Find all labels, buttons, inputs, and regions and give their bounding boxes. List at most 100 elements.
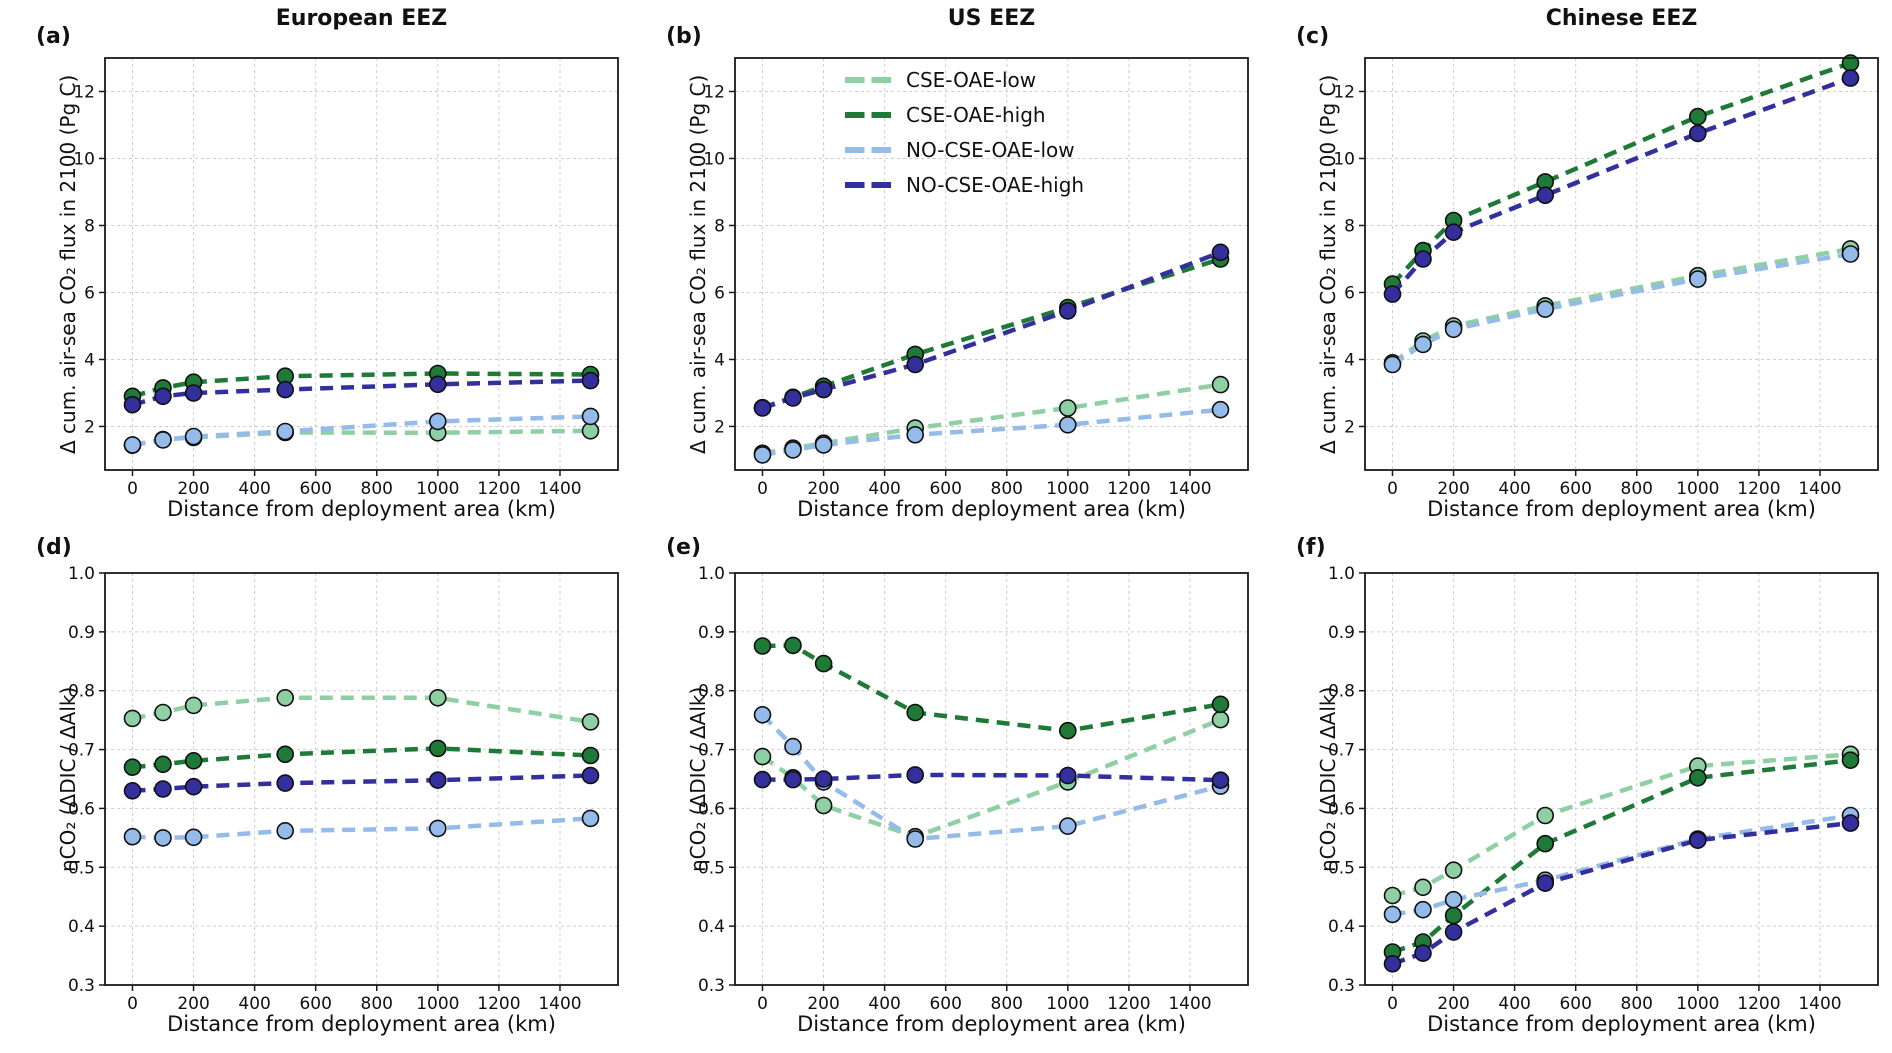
svg-text:200: 200 — [177, 994, 209, 1014]
chart-canvas-f: 0 200 400 600 800 1000 1200 1400 0.3 0.4 0.5 0.6 0.7… — [1328, 564, 1879, 1014]
svg-text:1000: 1000 — [1676, 479, 1719, 499]
svg-text:1200: 1200 — [1737, 994, 1780, 1014]
panel-letter-c: (c) — [1296, 24, 1330, 49]
x-axis-label: Distance from deployment area (km) — [167, 1012, 556, 1036]
svg-text:1200: 1200 — [477, 994, 520, 1014]
svg-text:0.7: 0.7 — [68, 741, 95, 761]
chart-canvas-e: 0 200 400 600 800 1000 1200 1400 0.3 0.4 0.5 0.6 0.7… — [698, 564, 1249, 1014]
svg-text:1400: 1400 — [1168, 479, 1211, 499]
svg-text:0.3: 0.3 — [1328, 976, 1355, 996]
svg-text:1400: 1400 — [538, 479, 581, 499]
svg-text:12: 12 — [1333, 82, 1355, 102]
svg-text:4: 4 — [1344, 350, 1355, 370]
column-title-us-eez: US EEZ — [947, 6, 1036, 31]
svg-text:800: 800 — [361, 994, 393, 1014]
svg-text:0: 0 — [757, 994, 768, 1014]
legend-label: CSE-OAE-low — [906, 68, 1037, 92]
svg-text:1000: 1000 — [1046, 994, 1089, 1014]
svg-text:1.0: 1.0 — [1328, 564, 1355, 584]
svg-text:400: 400 — [868, 479, 900, 499]
svg-text:8: 8 — [84, 216, 95, 236]
legend-label: NO-CSE-OAE-high — [906, 173, 1085, 197]
legend-item-cse-oae-high: CSE-OAE-high — [845, 103, 1084, 127]
x-axis-label: Distance from deployment area (km) — [797, 497, 1186, 521]
legend-item-cse-oae-low: CSE-OAE-low — [845, 68, 1084, 92]
svg-text:1.0: 1.0 — [68, 564, 95, 584]
svg-text:0.3: 0.3 — [698, 976, 725, 996]
svg-text:600: 600 — [299, 479, 331, 499]
panel-c: Chinese EEZ (c) Δ cum. air-sea CO₂ flux … — [1270, 0, 1890, 527]
svg-text:800: 800 — [991, 479, 1023, 499]
panel-a: European EEZ (a) Δ cum. air-sea CO₂ flux… — [10, 0, 630, 527]
legend-dash-swatch-navy — [845, 182, 891, 188]
svg-text:2: 2 — [1344, 417, 1355, 437]
panel-f: (f) ηCO₂ (ΔDIC / ΔAlk) 0 200 400 600 800 1000… — [1270, 527, 1890, 1053]
column-title-european-eez: European EEZ — [275, 6, 448, 31]
svg-text:8: 8 — [714, 216, 725, 236]
panel-letter-b: (b) — [666, 24, 702, 49]
svg-text:600: 600 — [1559, 479, 1591, 499]
svg-text:1000: 1000 — [416, 994, 459, 1014]
svg-text:10: 10 — [1333, 149, 1355, 169]
svg-text:0.5: 0.5 — [1328, 858, 1355, 878]
svg-text:1200: 1200 — [1107, 479, 1150, 499]
svg-text:400: 400 — [1498, 994, 1530, 1014]
svg-text:800: 800 — [361, 479, 393, 499]
svg-text:0.6: 0.6 — [1328, 799, 1355, 819]
legend-dash-swatch-light-blue — [845, 147, 891, 153]
panel-letter-a: (a) — [36, 24, 71, 49]
svg-text:1200: 1200 — [1737, 479, 1780, 499]
svg-text:6: 6 — [1344, 283, 1355, 303]
legend-dash-swatch-light-green — [845, 77, 891, 83]
svg-text:200: 200 — [177, 479, 209, 499]
svg-text:1200: 1200 — [477, 479, 520, 499]
svg-text:0.8: 0.8 — [1328, 682, 1355, 702]
svg-text:0: 0 — [757, 479, 768, 499]
svg-text:0.4: 0.4 — [1328, 917, 1355, 937]
x-axis-label: Distance from deployment area (km) — [797, 1012, 1186, 1036]
svg-text:8: 8 — [1344, 216, 1355, 236]
svg-text:6: 6 — [84, 283, 95, 303]
chart-canvas-d: 0 200 400 600 800 1000 1200 1400 0.3 0.4 0.5 0.6 0.7… — [68, 564, 619, 1014]
svg-text:1.0: 1.0 — [698, 564, 725, 584]
svg-text:0.4: 0.4 — [68, 917, 95, 937]
svg-text:200: 200 — [1437, 479, 1469, 499]
svg-text:2: 2 — [714, 417, 725, 437]
x-axis-label: Distance from deployment area (km) — [167, 497, 556, 521]
svg-text:0.7: 0.7 — [1328, 741, 1355, 761]
svg-text:600: 600 — [929, 994, 961, 1014]
svg-text:2: 2 — [84, 417, 95, 437]
svg-text:0.8: 0.8 — [68, 682, 95, 702]
x-axis-label: Distance from deployment area (km) — [1427, 1012, 1816, 1036]
svg-text:1200: 1200 — [1107, 994, 1150, 1014]
svg-text:200: 200 — [807, 994, 839, 1014]
panel-b: US EEZ (b) Δ cum. air-sea CO₂ flux in 21… — [640, 0, 1260, 527]
svg-text:0.9: 0.9 — [1328, 623, 1355, 643]
svg-text:0.4: 0.4 — [698, 917, 725, 937]
svg-text:0.6: 0.6 — [68, 799, 95, 819]
legend-label: CSE-OAE-high — [906, 103, 1046, 127]
svg-text:0.5: 0.5 — [68, 858, 95, 878]
panel-letter-e: (e) — [666, 535, 702, 560]
panel-e: (e) ηCO₂ (ΔDIC / ΔAlk) 0 200 400 600 800 1000… — [640, 527, 1260, 1053]
chart-canvas-b: 0 200 400 600 800 1000 1200 1400 2 4 6 8 10 12 — [703, 57, 1249, 499]
svg-text:800: 800 — [991, 994, 1023, 1014]
legend: CSE-OAE-low CSE-OAE-high NO-CSE-OAE-low … — [845, 68, 1084, 197]
svg-text:600: 600 — [929, 479, 961, 499]
svg-text:0: 0 — [127, 479, 138, 499]
svg-text:1000: 1000 — [416, 479, 459, 499]
svg-text:400: 400 — [238, 994, 270, 1014]
svg-text:800: 800 — [1621, 994, 1653, 1014]
svg-text:200: 200 — [807, 479, 839, 499]
svg-text:0.9: 0.9 — [698, 623, 725, 643]
panel-d: (d) ηCO₂ (ΔDIC / ΔAlk) 0 200 400 600 800 1000… — [10, 527, 630, 1053]
svg-text:1400: 1400 — [538, 994, 581, 1014]
svg-text:10: 10 — [703, 149, 725, 169]
column-title-chinese-eez: Chinese EEZ — [1545, 6, 1698, 31]
panel-letter-d: (d) — [36, 535, 72, 560]
chart-canvas-c: 0 200 400 600 800 1000 1200 1400 2 4 6 8 10 12 — [1333, 54, 1879, 499]
svg-text:400: 400 — [238, 479, 270, 499]
svg-text:600: 600 — [299, 994, 331, 1014]
svg-text:1000: 1000 — [1676, 994, 1719, 1014]
